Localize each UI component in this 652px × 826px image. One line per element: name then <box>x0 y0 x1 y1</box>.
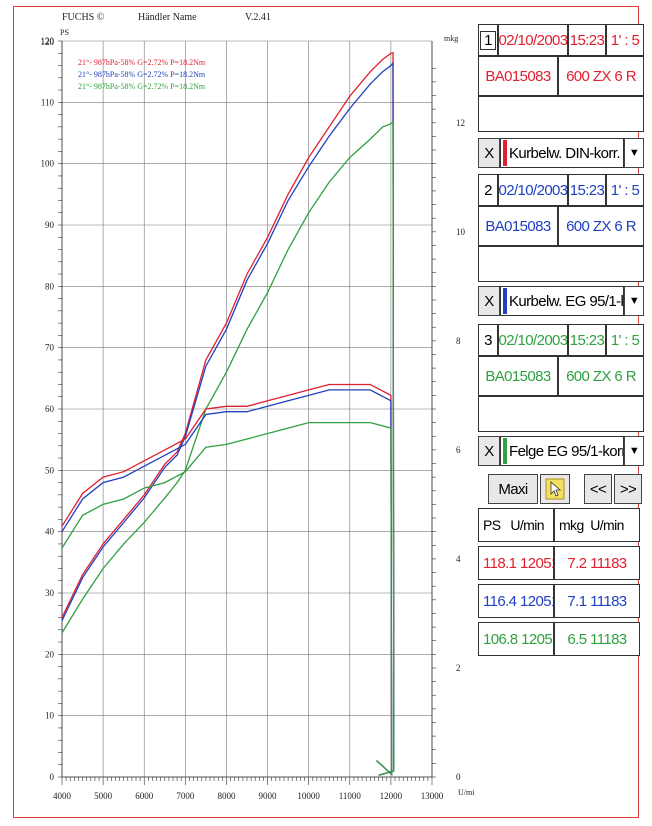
y-left-tick-label: 0 <box>50 772 55 782</box>
x-tick-label: 10000 <box>297 791 320 801</box>
series-line-4 <box>61 383 393 776</box>
x-tick-label: 9000 <box>259 791 278 801</box>
run3-time: 15:23 <box>568 324 606 356</box>
results-header-ps: PS U/min <box>478 508 554 542</box>
x-tick-label: 5000 <box>94 791 113 801</box>
run2-date: 02/10/2003 <box>498 174 568 206</box>
x-tick-label: 11000 <box>339 791 362 801</box>
series-line-6 <box>61 421 393 776</box>
run3-ps-result: 106.8 12051 <box>478 622 554 656</box>
x-tick-label: 6000 <box>135 791 154 801</box>
x-tick-label: 13000 <box>421 791 444 801</box>
run1-date: 02/10/2003 <box>498 24 568 56</box>
run1-model: 600 ZX 6 R <box>558 56 644 96</box>
run3-correction-select[interactable]: Felge EG 95/1-korr. <box>500 436 624 466</box>
run1-correction-select[interactable]: Kurbelw. DIN-korr. <box>500 138 624 168</box>
next-button[interactable]: >> <box>614 474 642 504</box>
run2-color-marker <box>503 288 507 314</box>
run3-model: 600 ZX 6 R <box>558 356 644 396</box>
results-header-mkg: mkg U/min <box>554 508 640 542</box>
chevron-down-icon[interactable]: ▼ <box>624 286 644 316</box>
run1-mkg-result: 7.2 11183 <box>554 546 640 580</box>
y-right-tick-label: 8 <box>456 336 461 346</box>
series-line-3 <box>61 120 395 776</box>
y-right-tick-label: 10 <box>456 227 466 237</box>
y-right-tick-label: 4 <box>456 554 461 564</box>
x-tick-label: 4000 <box>53 791 72 801</box>
run3-id: BA015083 <box>478 356 558 396</box>
series-line-5 <box>61 389 393 776</box>
y-left-tick-label: 70 <box>45 343 55 353</box>
y-left-tick-label: 120 <box>41 36 55 46</box>
legend-entry-3: 21°- 987hPa-58% G=2.72% P=18.2Nm <box>78 82 206 91</box>
run3-remove-button[interactable]: X <box>478 436 500 466</box>
y-right-tick-label: 6 <box>456 445 461 455</box>
run3-date: 02/10/2003 <box>498 324 568 356</box>
x-tick-label: 7000 <box>176 791 195 801</box>
run1-blank <box>478 96 644 132</box>
y-right-axis-title: mkg <box>444 34 458 43</box>
pointer-icon <box>545 478 565 500</box>
run1-gear: 1' : 5 <box>606 24 644 56</box>
y-left-tick-label: 80 <box>45 281 55 291</box>
run3-gear: 1' : 5 <box>606 324 644 356</box>
run3-color-marker <box>503 438 507 464</box>
y-left-tick-label: 10 <box>45 711 55 721</box>
version-label: V.2.41 <box>245 12 271 23</box>
run3-number[interactable]: 3 <box>478 324 498 356</box>
prev-button[interactable]: << <box>584 474 612 504</box>
y-left-axis-title: PS <box>60 28 69 37</box>
y-left-tick-label: 60 <box>45 404 55 414</box>
legend-entry-1: 21°- 987hPa-58% G=2.72% P=18.2Nm <box>78 58 206 67</box>
run1-ps-result: 118.1 12051 <box>478 546 554 580</box>
x-tick-label: 8000 <box>217 791 236 801</box>
y-left-tick-label: 50 <box>45 465 55 475</box>
run2-mkg-result: 7.1 11183 <box>554 584 640 618</box>
y-left-tick-label: 100 <box>41 159 55 169</box>
run2-remove-button[interactable]: X <box>478 286 500 316</box>
dealer-name: Händler Name <box>138 12 197 23</box>
chevron-down-icon[interactable]: ▼ <box>624 138 644 168</box>
chevron-down-icon[interactable]: ▼ <box>624 436 644 466</box>
run2-gear: 1' : 5 <box>606 174 644 206</box>
x-axis-title: U/min <box>458 788 474 797</box>
y-right-tick-label: 0 <box>456 772 461 782</box>
dyno-chart: 4000 5000 6000 7000 8000 9000 10000 11000 12000 1… <box>41 28 475 801</box>
y-left-tick-label: 110 <box>41 97 55 107</box>
run2-blank <box>478 246 644 282</box>
y-right-tick-label: 2 <box>456 663 461 673</box>
legend-entry-2: 21°- 987hPa-58% G=2.72% P=18.2Nm <box>78 70 206 79</box>
brand-label: FUCHS © <box>62 12 105 23</box>
x-tick-label: 12000 <box>380 791 403 801</box>
run1-number[interactable]: 1 <box>478 24 498 56</box>
run3-mkg-result: 6.5 11183 <box>554 622 640 656</box>
run2-number[interactable]: 2 <box>478 174 498 206</box>
run1-id: BA015083 <box>478 56 558 96</box>
series-line-2 <box>61 61 395 776</box>
maxi-button[interactable]: Maxi <box>488 474 538 504</box>
y-left-tick-label: 30 <box>45 588 55 598</box>
y-left-tick-label: 90 <box>45 220 55 230</box>
run1-remove-button[interactable]: X <box>478 138 500 168</box>
run2-ps-result: 116.4 12051 <box>478 584 554 618</box>
run3-blank <box>478 396 644 432</box>
y-right-tick-label: 12 <box>456 118 465 128</box>
y-left-tick-label: 20 <box>45 649 55 659</box>
run2-correction-select[interactable]: Kurbelw. EG 95/1-kor <box>500 286 624 316</box>
run1-time: 15:23 <box>568 24 606 56</box>
run1-color-marker <box>503 140 507 166</box>
pointer-tool-button[interactable] <box>540 474 570 504</box>
run2-time: 15:23 <box>568 174 606 206</box>
run2-id: BA015083 <box>478 206 558 246</box>
y-left-tick-label: 40 <box>45 527 55 537</box>
y-left-top-label: 120 <box>41 37 55 47</box>
series-line-1 <box>61 51 395 776</box>
run2-model: 600 ZX 6 R <box>558 206 644 246</box>
